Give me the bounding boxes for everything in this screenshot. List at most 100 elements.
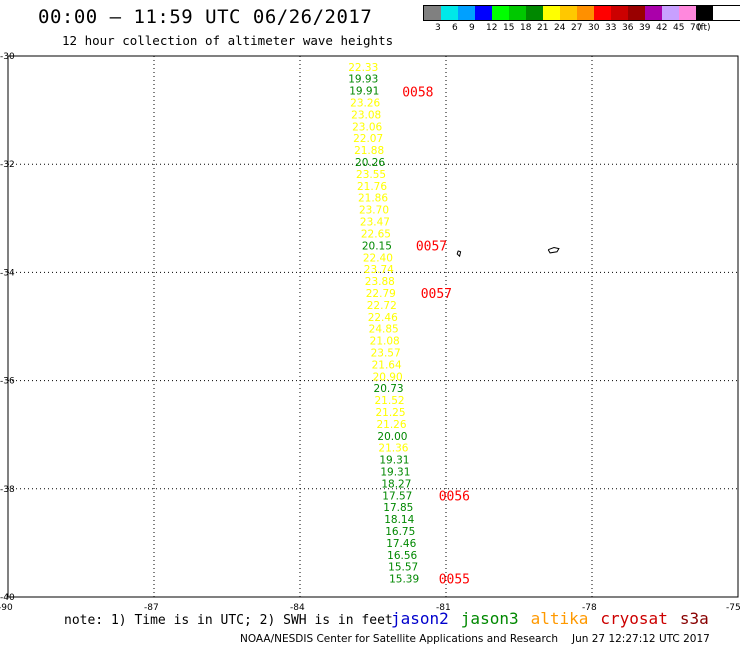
wave-height-value: 15.39 [389,574,419,586]
legend-swatch [475,6,492,20]
lon-tick-label: -75 [726,603,740,613]
wave-height-value: 22.07 [353,133,383,145]
lat-tick-label: -38 [0,485,15,495]
page-title: 00:00 — 11:59 UTC 06/26/2017 [38,6,373,28]
legend-label: 6 [452,23,458,33]
legend-label: 39 [639,23,651,33]
wave-height-value: 21.86 [358,193,388,205]
legend-swatch [509,6,526,20]
wave-height-value: 21.64 [372,359,402,371]
island-outline [547,246,560,254]
legend-swatch [628,6,645,20]
legend-label: 15 [503,23,515,33]
wave-height-value: 21.25 [375,407,405,419]
legend-swatch [679,6,696,20]
wave-height-value: 22.46 [368,312,398,324]
legend-swatch [611,6,628,20]
legend-swatch [492,6,509,20]
wave-height-value: 20.26 [355,157,385,169]
satellite-name: s3a [679,609,709,628]
legend-label: 45 [673,23,685,33]
time-label: 0055 [439,573,470,588]
legend-label: 9 [469,23,475,33]
wave-height-value: 23.26 [350,98,380,110]
credit-line: NOAA/NESDIS Center for Satellite Applica… [240,633,710,645]
wave-height-value: 20.90 [373,371,403,383]
wave-height-value: 16.75 [385,526,415,538]
wave-height-value: 15.57 [388,562,418,574]
legend-swatch [645,6,662,20]
lat-tick-label: -32 [0,160,15,170]
wave-height-value: 23.70 [359,205,389,217]
legend-swatch [441,6,458,20]
wave-height-value: 17.85 [383,502,413,514]
legend-label: 12 [486,23,498,33]
lat-tick-label: -30 [0,52,15,62]
wave-height-value: 22.65 [361,228,391,240]
legend-swatch [458,6,475,20]
legend-label: 30 [588,23,600,33]
page-subtitle: 12 hour collection of altimeter wave hei… [62,33,394,48]
wave-height-value: 21.36 [378,443,408,455]
wave-height-value: 19.31 [380,466,410,478]
lat-tick-label: -34 [0,268,15,278]
legend-swatch [560,6,577,20]
wave-height-value: 18.27 [381,478,411,490]
time-label: 0056 [439,489,470,504]
satellite-name: altika [530,609,589,628]
lon-tick-label: -87 [144,603,159,613]
legend-label: 42 [656,23,668,33]
wave-height-value: 16.56 [387,550,417,562]
wave-height-value: 22.40 [363,252,393,264]
wave-height-value: 22.79 [366,288,396,300]
wave-height-value: 17.46 [386,538,416,550]
legend-swatch [594,6,611,20]
wave-height-value: 19.91 [349,86,379,98]
satellite-name: cryosat [600,609,668,628]
wave-height-value: 23.74 [364,264,394,276]
legend-label: 36 [622,23,634,33]
legend-swatch [543,6,560,20]
wave-height-value: 17.57 [382,490,412,502]
lon-tick-label: -90 [0,603,13,613]
lat-tick-label: -36 [0,377,15,387]
wave-height-value: 23.47 [360,217,390,229]
legend-label: 18 [520,23,532,33]
wave-height-value: 19.31 [379,455,409,467]
credit-text: NOAA/NESDIS Center for Satellite Applica… [240,633,558,645]
legend-label: 70 [690,23,702,33]
wave-height-value: 21.88 [354,145,384,157]
legend-label: 3 [435,23,441,33]
wave-height-value: 23.88 [365,276,395,288]
legend-swatch [662,6,679,20]
time-label: 0058 [402,86,433,101]
legend-label: (ft) [697,23,711,33]
wave-height-value: 20.00 [377,431,407,443]
wave-height-value: 21.08 [370,336,400,348]
legend-label: 21 [537,23,549,33]
legend-label: 24 [554,23,566,33]
wave-height-value: 23.57 [371,347,401,359]
legend-label: 27 [571,23,583,33]
wave-height-value: 23.55 [356,169,386,181]
wave-height-value: 22.33 [348,62,378,74]
wave-height-value: 21.76 [357,181,387,193]
lon-tick-label: -78 [582,603,597,613]
satellite-name: jason2 [391,609,449,628]
wave-height-value: 23.08 [351,109,381,121]
time-label: 0057 [416,239,447,254]
legend-swatch [424,6,441,20]
wave-height-value: 20.73 [374,383,404,395]
wave-height-value: 20.15 [362,240,392,252]
wave-height-value: 23.06 [352,121,382,133]
wave-height-value: 21.26 [376,419,406,431]
credit-timestamp: Jun 27 12:27:12 UTC 2017 [572,633,710,645]
wave-height-value: 19.93 [348,74,378,86]
color-legend: 3 6 9 12 15 18 21 24 27 30 33 36 39 42 45 70 (ft) [423,5,740,35]
wave-height-value: 21.52 [375,395,405,407]
lon-tick-label: -81 [436,603,451,613]
satellite-name: jason3 [460,609,519,628]
legend-swatch [577,6,594,20]
wave-height-value: 24.85 [369,324,399,336]
